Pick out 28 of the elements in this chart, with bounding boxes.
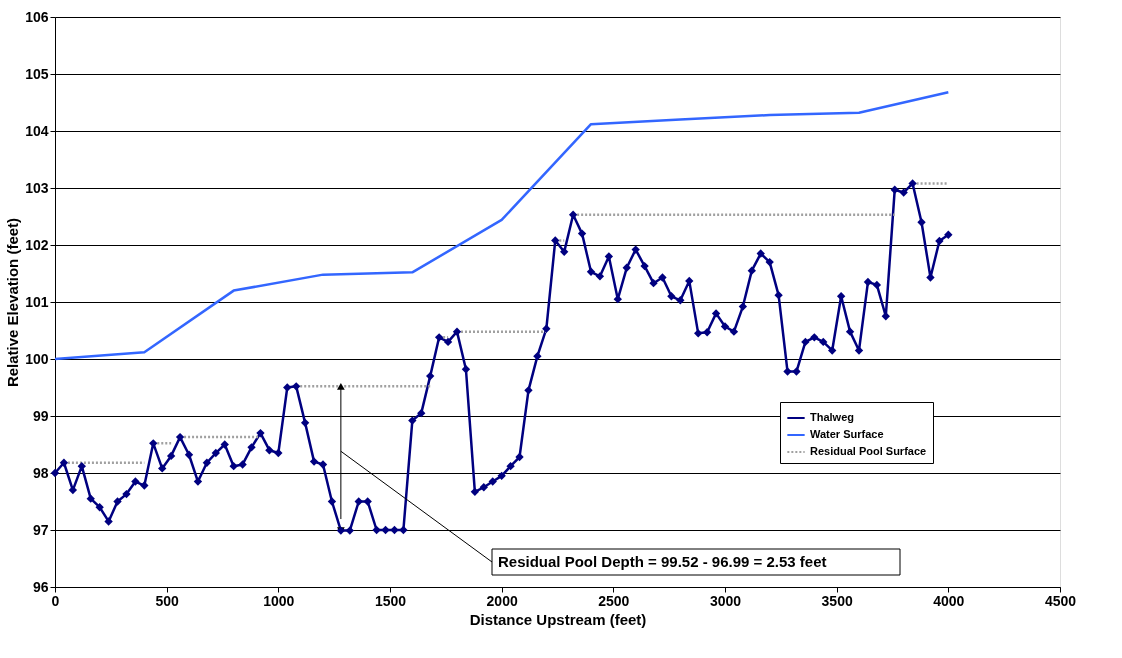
y-tick-label: 100 bbox=[25, 350, 49, 367]
y-tick-label: 102 bbox=[25, 236, 49, 253]
y-tick-label: 97 bbox=[32, 521, 49, 538]
y-tick-label: 98 bbox=[32, 464, 49, 481]
y-tick-label: 103 bbox=[25, 179, 49, 196]
y-tick-label: 105 bbox=[25, 65, 49, 82]
x-tick-label: 4000 bbox=[933, 592, 965, 609]
x-tick-label: 1000 bbox=[263, 592, 295, 609]
x-tick-label: 1500 bbox=[374, 592, 407, 609]
x-tick-label: 4500 bbox=[1044, 592, 1077, 609]
y-tick-label: 101 bbox=[25, 293, 49, 310]
x-tick-label: 3000 bbox=[709, 592, 742, 609]
y-tick-label: 104 bbox=[25, 122, 49, 139]
legend-label: Residual Pool Surface bbox=[810, 445, 927, 457]
legend-label: Thalweg bbox=[810, 411, 855, 423]
annotation: Residual Pool Depth = 99.52 - 96.99 = 2.53 feet bbox=[498, 553, 827, 570]
y-tick-label: 106 bbox=[25, 8, 49, 25]
x-tick-label: 0 bbox=[51, 592, 60, 609]
legend-label: Water Surface bbox=[810, 428, 884, 440]
x-axis-title: Distance Upstream (feet) bbox=[469, 610, 647, 628]
line-series bbox=[53, 90, 950, 361]
x-tick-label: 500 bbox=[155, 592, 180, 609]
x-tick-label: 2000 bbox=[486, 592, 518, 609]
x-tick-label: 3500 bbox=[821, 592, 853, 609]
y-tick-label: 96 bbox=[32, 578, 49, 595]
y-tick-label: 99 bbox=[32, 407, 49, 424]
y-axis-title: Relative Elevation (feet) bbox=[4, 217, 22, 388]
x-tick-label: 2500 bbox=[598, 592, 630, 609]
